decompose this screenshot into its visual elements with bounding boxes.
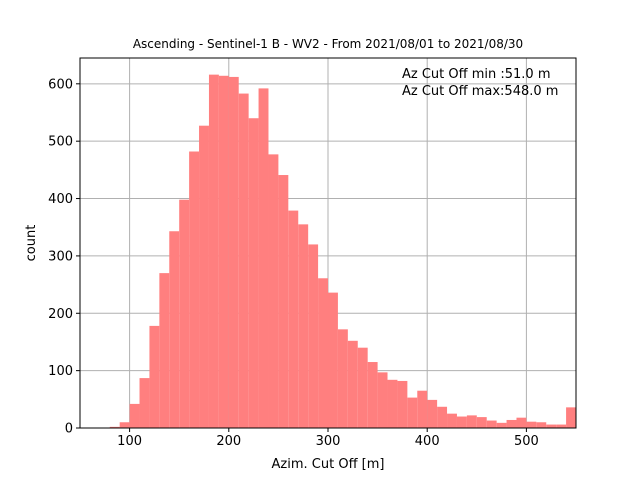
histogram-bar [546, 424, 557, 428]
histogram-bar [447, 413, 457, 428]
histogram-bar [298, 224, 309, 428]
x-axis-label: Azim. Cut Off [m] [272, 457, 385, 472]
x-tick-label: 200 [216, 434, 241, 449]
histogram-bar [536, 422, 547, 428]
histogram-bar [258, 88, 269, 428]
histogram-bar [456, 416, 467, 428]
histogram-bar [109, 426, 120, 428]
histogram-bar [337, 329, 348, 428]
y-tick-label: 100 [48, 364, 73, 379]
x-tick-label: 500 [514, 434, 539, 449]
histogram-bar [288, 210, 299, 428]
y-tick-label: 300 [48, 249, 73, 264]
histogram-bar [486, 420, 497, 428]
histogram-bar [208, 74, 219, 429]
histogram-bar [437, 406, 448, 428]
histogram-bar [556, 424, 567, 428]
y-axis-ticks: 0 100 200 300 400 500 600 [48, 77, 80, 437]
y-tick-label: 600 [48, 77, 73, 92]
histogram-bar [347, 340, 358, 428]
x-axis-ticks: 100 200 300 400 500 [117, 428, 539, 449]
histogram-bar [526, 421, 537, 428]
histogram-bar [139, 378, 150, 428]
y-tick-label: 500 [48, 135, 73, 150]
histogram-bar [407, 397, 418, 428]
histogram-bar [387, 379, 398, 428]
histogram-bar [377, 372, 388, 428]
histogram-bar [248, 118, 259, 429]
histogram-bar [179, 199, 190, 428]
histogram-bar [159, 273, 170, 428]
histogram-bar [218, 75, 229, 428]
histogram-bar [268, 154, 279, 429]
histogram-bar [328, 292, 338, 428]
y-tick-label: 400 [48, 192, 73, 207]
histogram-bar [308, 244, 319, 428]
histogram-bar [476, 417, 487, 428]
histogram-bar [566, 407, 576, 428]
x-tick-label: 100 [117, 434, 142, 449]
y-tick-label: 0 [65, 422, 73, 437]
y-tick-label: 200 [48, 307, 73, 322]
histogram-bar [466, 415, 477, 428]
histogram-bar [397, 380, 408, 428]
histogram-bar [427, 399, 438, 428]
histogram-bar [238, 93, 249, 429]
histogram-bar [506, 419, 517, 428]
histogram-bar [357, 347, 368, 428]
histogram-bar [496, 422, 507, 428]
x-tick-label: 300 [316, 434, 341, 449]
histogram-bar [318, 278, 328, 428]
histogram-bar [119, 422, 130, 428]
chart-title: Ascending - Sentinel-1 B - WV2 - From 20… [133, 37, 523, 51]
histogram-bar [278, 175, 289, 428]
annotation-min: Az Cut Off min :51.0 m [402, 67, 550, 82]
histogram-bar [169, 231, 180, 428]
histogram-bar [199, 125, 209, 428]
histogram-bar [367, 362, 378, 428]
y-axis-label: count [24, 225, 39, 262]
x-tick-label: 400 [415, 434, 440, 449]
histogram-bar [417, 390, 428, 428]
histogram-bar [516, 417, 527, 428]
histogram-bar [189, 151, 200, 428]
histogram-bar [228, 76, 239, 428]
annotation-max: Az Cut Off max:548.0 m [402, 84, 558, 99]
histogram-bars [109, 74, 576, 429]
histogram-bar [129, 403, 140, 428]
histogram-bar [149, 325, 160, 428]
